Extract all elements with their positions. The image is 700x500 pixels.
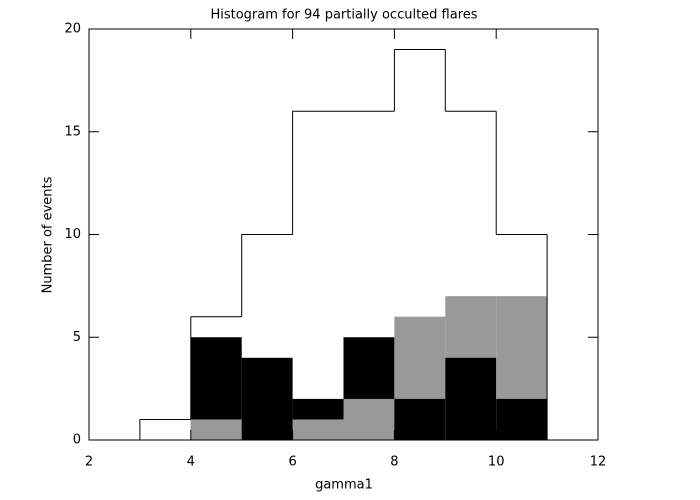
y-tick-label: 15 bbox=[64, 124, 81, 139]
y-axis-label: Number of events bbox=[41, 176, 56, 293]
x-tick-label: 2 bbox=[85, 455, 93, 470]
x-tick-label: 8 bbox=[390, 455, 398, 470]
histogram-bar bbox=[343, 398, 395, 440]
y-tick-label: 10 bbox=[64, 227, 81, 242]
axes-frame bbox=[88, 28, 599, 441]
y-tick-label: 5 bbox=[73, 330, 81, 345]
histogram-bar bbox=[445, 357, 497, 440]
histogram-bar bbox=[241, 357, 293, 440]
y-tick-label: 0 bbox=[73, 433, 81, 448]
x-tick-label: 4 bbox=[187, 455, 195, 470]
histogram-bar bbox=[190, 419, 242, 440]
x-axis-label: gamma1 bbox=[315, 478, 373, 493]
histogram-bar bbox=[496, 398, 548, 440]
x-tick-label: 6 bbox=[288, 455, 296, 470]
x-tick-label: 10 bbox=[488, 455, 505, 470]
plot-area: 2 4 6 8 10 12 0 5 10 15 20 bbox=[64, 22, 606, 470]
y-tick-label: 20 bbox=[64, 22, 81, 37]
histogram-bar bbox=[292, 419, 344, 440]
chart-title: Histogram for 94 partially occulted flar… bbox=[210, 8, 477, 23]
histogram-bar bbox=[394, 398, 446, 440]
x-tick-label: 12 bbox=[590, 455, 607, 470]
